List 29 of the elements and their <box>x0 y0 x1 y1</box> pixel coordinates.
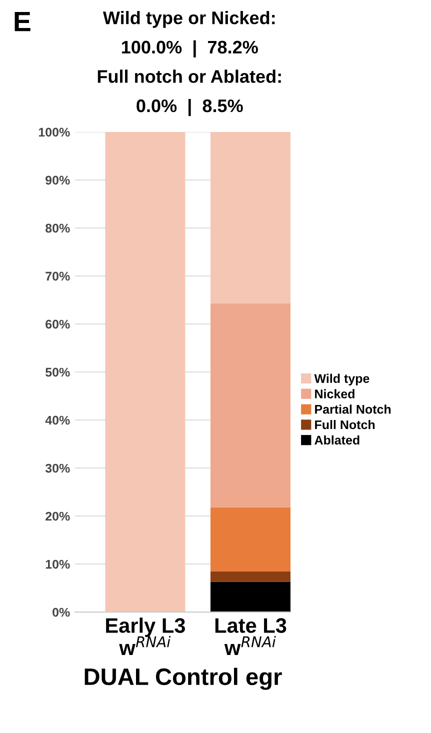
text: 100.0% | 78.2% <box>122 40 258 58</box>
legend-label: Nicked <box>315 389 354 398</box>
y-tick-label: 60% <box>46 320 70 329</box>
bar <box>210 571 290 582</box>
y-tick-label: 50% <box>46 368 70 377</box>
text: Full notch or Ablated: <box>98 70 281 83</box>
legend-label: Ablated <box>314 435 360 445</box>
x-tick-label: Late L3 w$^{RNAi}$ <box>215 618 286 656</box>
text: E <box>14 12 30 32</box>
y-tick-label: 0% <box>52 608 70 617</box>
y-tick-label: 70% <box>46 272 70 281</box>
bar <box>210 132 290 304</box>
x-tick-label: Early L3 w$^{RNAi}$ <box>106 618 185 656</box>
text: Wild type or Nicked: <box>102 10 275 28</box>
bar <box>210 303 290 508</box>
x-axis-title: DUAL Control egr <box>84 668 282 690</box>
y-tick-label: 10% <box>46 560 70 569</box>
y-tick-label: 90% <box>46 176 70 185</box>
legend-label: Partial Notch <box>315 404 391 414</box>
y-tick-label: 80% <box>46 224 70 233</box>
legend-label: Full Notch <box>315 420 375 430</box>
bar <box>210 507 290 572</box>
text: 0.0% | 8.5% <box>136 98 243 116</box>
legend-label: Wild type <box>314 374 370 386</box>
y-tick-label: 100% <box>38 128 70 137</box>
bar <box>210 582 290 612</box>
y-tick-label: 30% <box>45 464 70 473</box>
y-tick-label: 40% <box>45 416 70 425</box>
y-tick-label: 20% <box>46 512 70 521</box>
